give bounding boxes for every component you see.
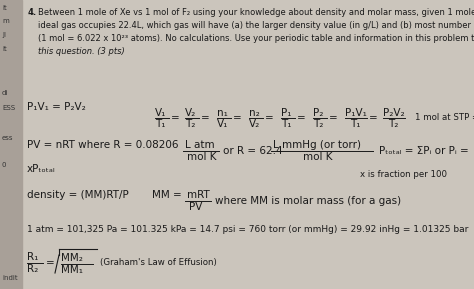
Text: m: m	[2, 18, 9, 24]
Text: this question. (3 pts): this question. (3 pts)	[38, 47, 125, 56]
Text: indit: indit	[2, 275, 18, 281]
Text: ESS: ESS	[2, 105, 15, 111]
Text: it: it	[2, 46, 7, 52]
Text: (1 mol = 6.022 x 10²³ atoms). No calculations. Use your periodic table and infor: (1 mol = 6.022 x 10²³ atoms). No calcula…	[38, 34, 474, 43]
Text: V₂: V₂	[185, 108, 196, 118]
Text: n₂: n₂	[249, 108, 260, 118]
Text: it: it	[2, 5, 7, 11]
Text: Between 1 mole of Xe vs 1 mol of F₂ using your knowledge about density and molar: Between 1 mole of Xe vs 1 mol of F₂ usin…	[38, 8, 474, 17]
Text: =: =	[46, 258, 55, 268]
Text: =: =	[369, 113, 378, 123]
Text: R₁: R₁	[27, 252, 38, 262]
Text: MM₁: MM₁	[61, 265, 83, 275]
Text: =: =	[233, 113, 242, 123]
Text: L mmHg (or torr): L mmHg (or torr)	[273, 140, 361, 150]
Text: P₂: P₂	[313, 108, 323, 118]
Text: mol K: mol K	[303, 152, 332, 162]
Text: n₁: n₁	[217, 108, 228, 118]
Text: V₁: V₁	[217, 119, 228, 129]
Text: P₁V₁: P₁V₁	[345, 108, 367, 118]
Text: P₁: P₁	[281, 108, 292, 118]
Text: T₂: T₂	[313, 119, 323, 129]
Text: T₂: T₂	[388, 119, 398, 129]
Text: PV: PV	[189, 202, 202, 212]
Text: =: =	[297, 113, 306, 123]
Text: (Graham's Law of Effusion): (Graham's Law of Effusion)	[100, 258, 217, 267]
Text: P₁V₁ = P₂V₂: P₁V₁ = P₂V₂	[27, 102, 86, 112]
Text: xPₜₒₜₐₗ: xPₜₒₜₐₗ	[27, 164, 55, 174]
Text: R₂: R₂	[27, 264, 38, 274]
Text: MM =: MM =	[152, 190, 182, 200]
Text: x is fraction per 100: x is fraction per 100	[360, 170, 447, 179]
Bar	[0, 0, 22, 289]
Text: 1 atm = 101,325 Pa = 101.325 kPa = 14.7 psi = 760 torr (or mmHg) = 29.92 inHg = : 1 atm = 101,325 Pa = 101.325 kPa = 14.7 …	[27, 225, 468, 234]
Text: where MM is molar mass (for a gas): where MM is molar mass (for a gas)	[215, 196, 401, 206]
Text: density = (MM)RT/P: density = (MM)RT/P	[27, 190, 129, 200]
Text: T₂: T₂	[185, 119, 195, 129]
Text: 0: 0	[2, 162, 7, 168]
Text: L atm: L atm	[185, 140, 215, 150]
Text: PV = nRT where R = 0.08206: PV = nRT where R = 0.08206	[27, 140, 179, 150]
Text: di: di	[2, 90, 9, 96]
Text: V₁: V₁	[155, 108, 166, 118]
Text: Jl: Jl	[2, 32, 6, 38]
Text: MM₂: MM₂	[61, 253, 83, 263]
Text: =: =	[329, 113, 338, 123]
Text: =: =	[171, 113, 180, 123]
Text: V₂: V₂	[249, 119, 260, 129]
Text: mRT: mRT	[187, 190, 210, 200]
Text: ideal gas occupies 22.4L, which gas will have (a) the larger density value (in g: ideal gas occupies 22.4L, which gas will…	[38, 21, 474, 30]
Text: P₂V₂: P₂V₂	[383, 108, 405, 118]
Text: ess: ess	[2, 135, 13, 141]
Text: =: =	[265, 113, 274, 123]
Text: or R = 62.4: or R = 62.4	[223, 146, 283, 156]
Text: mol K: mol K	[187, 152, 217, 162]
Text: T₁: T₁	[155, 119, 165, 129]
Text: 1 mol at STP = 22.4 Liters: 1 mol at STP = 22.4 Liters	[415, 113, 474, 122]
Text: T₁: T₁	[350, 119, 361, 129]
Text: 4.: 4.	[28, 8, 37, 17]
Text: Pₜₒₜₐₗ = ΣPᵢ or Pᵢ =: Pₜₒₜₐₗ = ΣPᵢ or Pᵢ =	[379, 146, 469, 156]
Text: =: =	[201, 113, 210, 123]
Text: T₁: T₁	[281, 119, 292, 129]
